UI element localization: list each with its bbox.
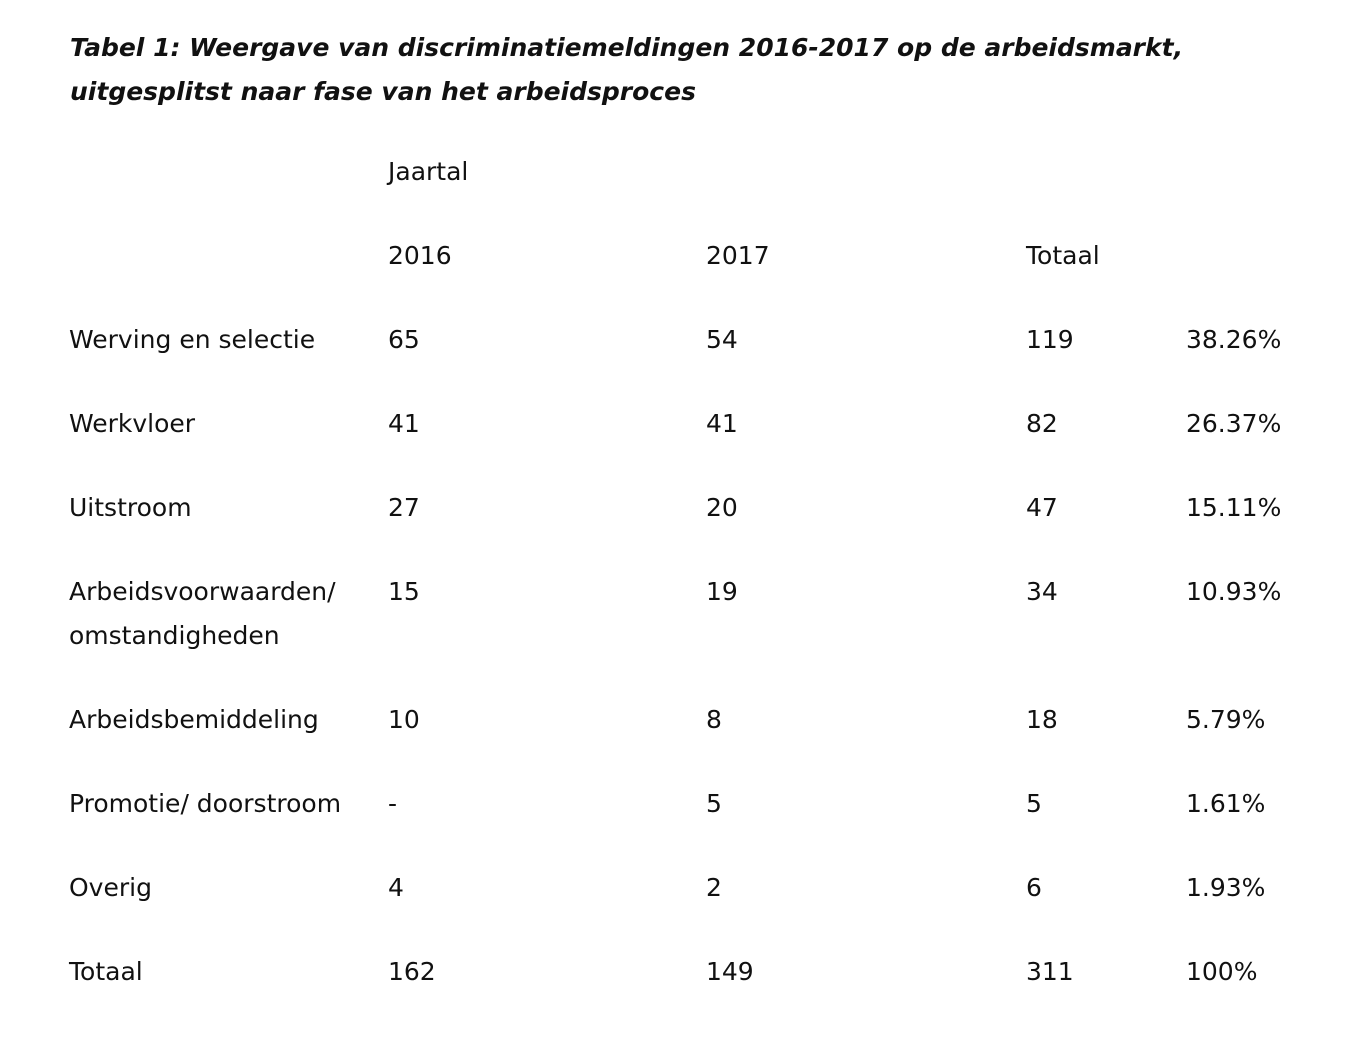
row-label: Uitstroom bbox=[69, 493, 192, 522]
cell-2017: 149 bbox=[706, 957, 754, 986]
cell-2016: 15 bbox=[388, 577, 420, 606]
cell-2016: 41 bbox=[388, 409, 420, 438]
cell-percentage: 10.93% bbox=[1186, 577, 1282, 606]
cell-2017: 20 bbox=[706, 493, 738, 522]
cell-percentage: 100% bbox=[1186, 957, 1258, 986]
cell-percentage: 1.61% bbox=[1186, 789, 1266, 818]
cell-total: 5 bbox=[1026, 789, 1042, 818]
cell-2017: 54 bbox=[706, 325, 738, 354]
table-title: Tabel 1: Weergave van discriminatiemeldi… bbox=[70, 33, 1184, 106]
cell-2017: 2 bbox=[706, 873, 722, 902]
cell-2017: 8 bbox=[706, 705, 722, 734]
row-label: Promotie/ doorstroom bbox=[69, 789, 342, 818]
cell-2017: 19 bbox=[706, 577, 738, 606]
column-header-totaal: Totaal bbox=[1026, 241, 1100, 270]
cell-2017: 41 bbox=[706, 409, 738, 438]
cell-percentage: 5.79% bbox=[1186, 705, 1266, 734]
cell-percentage: 26.37% bbox=[1186, 409, 1282, 438]
cell-2016: 4 bbox=[388, 873, 404, 902]
cell-2016: 10 bbox=[388, 705, 420, 734]
cell-percentage: 38.26% bbox=[1186, 325, 1282, 354]
cell-2016: - bbox=[388, 789, 398, 818]
row-label-line-2: omstandigheden bbox=[69, 621, 280, 650]
cell-total: 6 bbox=[1026, 873, 1042, 902]
column-header-2016: 2016 bbox=[388, 241, 452, 270]
cell-total: 311 bbox=[1026, 957, 1074, 986]
cell-total: 82 bbox=[1026, 409, 1058, 438]
row-label: Werkvloer bbox=[69, 409, 196, 438]
row-label: Overig bbox=[69, 873, 152, 902]
cell-percentage: 1.93% bbox=[1186, 873, 1266, 902]
row-label-totaal: Totaal bbox=[69, 957, 143, 986]
cell-total: 34 bbox=[1026, 577, 1058, 606]
cell-2016: 27 bbox=[388, 493, 420, 522]
row-label: Arbeidsbemiddeling bbox=[69, 705, 319, 734]
cell-percentage: 15.11% bbox=[1186, 493, 1282, 522]
cell-total: 18 bbox=[1026, 705, 1058, 734]
cell-2016: 162 bbox=[388, 957, 436, 986]
row-label: Werving en selectie bbox=[69, 325, 316, 354]
cell-2017: 5 bbox=[706, 789, 722, 818]
row-label-line-1: Arbeidsvoorwaarden/ bbox=[69, 577, 336, 606]
column-header-2017: 2017 bbox=[706, 241, 770, 270]
cell-total: 47 bbox=[1026, 493, 1058, 522]
cell-2016: 65 bbox=[388, 325, 420, 354]
group-header-jaartal: Jaartal bbox=[388, 157, 469, 186]
cell-total: 119 bbox=[1026, 325, 1074, 354]
